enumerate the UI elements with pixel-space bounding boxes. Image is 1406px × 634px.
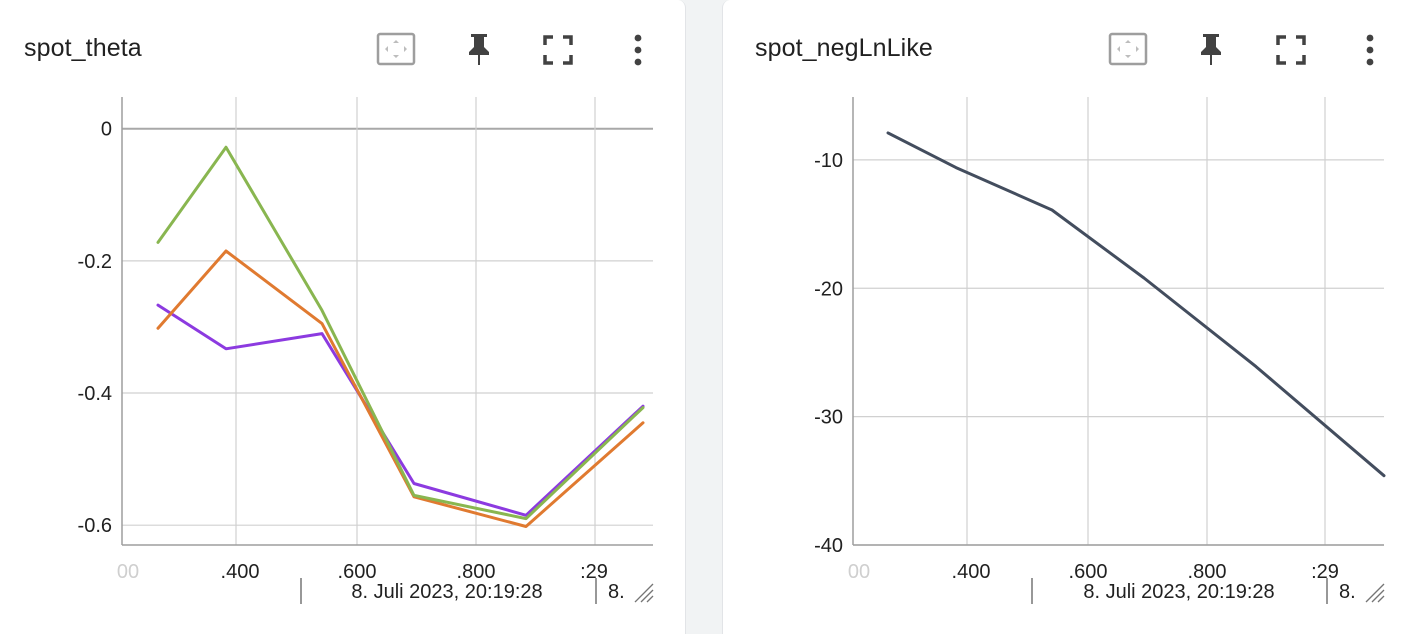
resize-handle-icon xyxy=(634,583,654,603)
x-axis-date-label-cut: 8. xyxy=(1339,581,1356,603)
fit-domain-icon[interactable] xyxy=(1108,30,1148,70)
resize-handle-icon xyxy=(1365,583,1385,603)
chart-title: spot_theta xyxy=(24,34,142,62)
series-line xyxy=(886,131,1386,478)
more-vert-icon[interactable] xyxy=(618,30,658,70)
x-tick-label: .600 xyxy=(338,561,377,583)
x-axis-date-label-cut: 8. xyxy=(608,581,625,603)
chart-card-spot-theta: spot_theta 0 -0.2 -0.4 -0.6 00 .400 .600 .800 :2… xyxy=(0,0,686,634)
chart-plot[interactable]: 0 -0.2 -0.4 -0.6 00 .400 .600 .800 :29 8. Juli 20… xyxy=(0,0,685,634)
y-tick-label: -20 xyxy=(814,278,843,300)
fullscreen-icon[interactable] xyxy=(538,30,578,70)
x-tick-label: .800 xyxy=(457,561,496,583)
x-tick-label: 00 xyxy=(848,561,870,583)
fullscreen-icon[interactable] xyxy=(1271,30,1311,70)
y-tick-label: -0.2 xyxy=(78,251,112,273)
y-tick-label: -0.4 xyxy=(78,383,112,405)
x-tick-label: :29 xyxy=(580,561,608,583)
y-tick-label: -0.6 xyxy=(78,515,112,537)
resize-handle-icon xyxy=(1377,595,1385,603)
fit-domain-icon[interactable] xyxy=(376,30,416,70)
resize-handle-icon xyxy=(646,595,654,603)
y-tick-label: -10 xyxy=(814,150,843,172)
chart-title: spot_negLnLike xyxy=(755,34,933,62)
x-axis-date-label: 8. Juli 2023, 20:19:28 xyxy=(1083,581,1274,603)
y-tick-label: 0 xyxy=(101,119,112,141)
pin-icon[interactable] xyxy=(459,30,499,70)
more-vert-icon[interactable] xyxy=(1350,30,1390,70)
series-line xyxy=(156,145,645,521)
x-tick-label: .400 xyxy=(221,561,260,583)
x-tick-label: .400 xyxy=(952,561,991,583)
x-tick-label: .800 xyxy=(1188,561,1227,583)
x-tick-label: :29 xyxy=(1311,561,1339,583)
resize-handle-icon xyxy=(640,589,654,603)
x-tick-label: 00 xyxy=(117,561,139,583)
chart-card-spot-neglnlike: spot_negLnLike -10 -20 -30 -40 00 .400 .600 .80… xyxy=(722,0,1406,634)
series-line xyxy=(156,303,645,517)
series-line xyxy=(156,249,645,528)
resize-handle-icon xyxy=(1371,589,1385,603)
x-axis-date-label: 8. Juli 2023, 20:19:28 xyxy=(351,581,542,603)
x-tick-label: .600 xyxy=(1069,561,1108,583)
pin-icon[interactable] xyxy=(1191,30,1231,70)
y-tick-label: -30 xyxy=(814,407,843,429)
y-tick-label: -40 xyxy=(814,535,843,557)
